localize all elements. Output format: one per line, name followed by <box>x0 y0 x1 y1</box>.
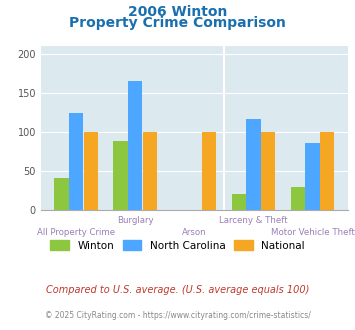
Bar <box>84 132 98 210</box>
Bar <box>305 144 320 210</box>
Bar <box>246 118 261 210</box>
Bar <box>320 132 334 210</box>
Text: Arson: Arson <box>182 228 207 237</box>
Text: 2006 Winton: 2006 Winton <box>128 5 227 19</box>
Bar <box>261 132 275 210</box>
Text: Motor Vehicle Theft: Motor Vehicle Theft <box>271 228 354 237</box>
Bar <box>202 132 216 210</box>
Text: © 2025 CityRating.com - https://www.cityrating.com/crime-statistics/: © 2025 CityRating.com - https://www.city… <box>45 311 310 320</box>
Text: All Property Crime: All Property Crime <box>37 228 115 237</box>
Bar <box>54 179 69 210</box>
Legend: Winton, North Carolina, National: Winton, North Carolina, National <box>50 240 305 250</box>
Text: Burglary: Burglary <box>117 216 154 225</box>
Text: Larceny & Theft: Larceny & Theft <box>219 216 288 225</box>
Bar <box>291 187 305 210</box>
Bar <box>231 194 246 210</box>
Text: Compared to U.S. average. (U.S. average equals 100): Compared to U.S. average. (U.S. average … <box>46 285 309 295</box>
Bar <box>143 132 157 210</box>
Bar <box>114 141 128 210</box>
Bar <box>128 81 142 210</box>
Bar <box>69 113 83 210</box>
Text: Property Crime Comparison: Property Crime Comparison <box>69 16 286 30</box>
